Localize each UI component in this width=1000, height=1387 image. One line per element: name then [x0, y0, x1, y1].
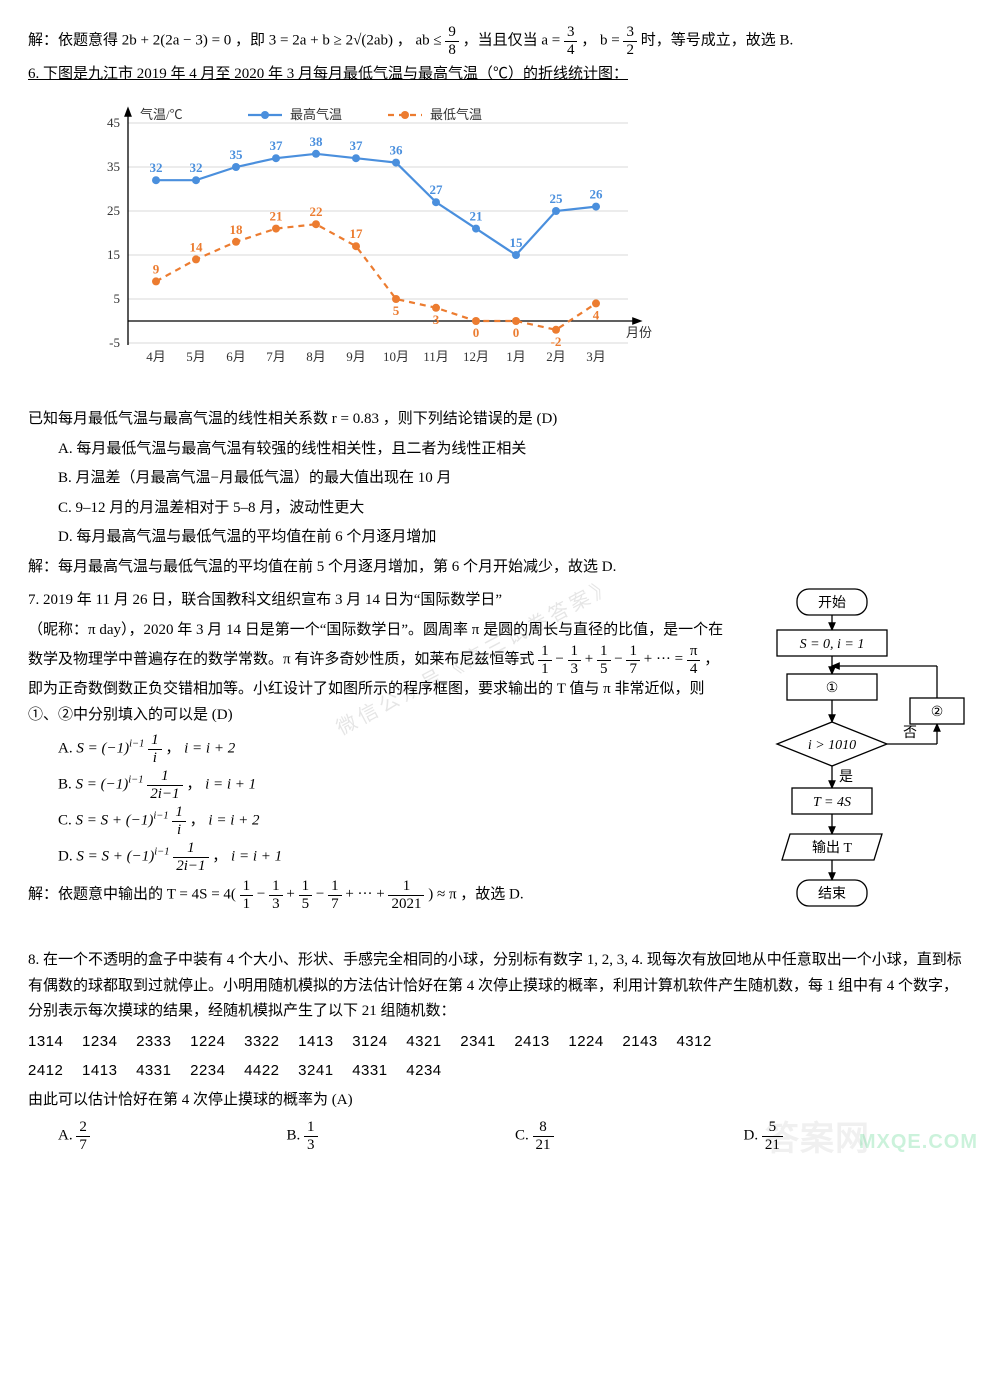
- q7-optB: B. S = (−1)i−1 12i−1 ， i = i + 1: [58, 768, 734, 802]
- svg-text:25: 25: [550, 191, 564, 206]
- q7-optC: C. S = S + (−1)i−1 1i ， i = i + 2: [58, 804, 734, 838]
- flow-comp: T = 4S: [813, 795, 851, 810]
- q6-optA: A. 每月最低气温与最高气温有较强的线性相关性，且二者为线性正相关: [28, 437, 972, 463]
- flow-box1: ①: [826, 681, 839, 696]
- q6-stem: 6. 下图是九江市 2019 年 4 月至 2020 年 3 月每月最低气温与最…: [28, 62, 972, 88]
- svg-text:21: 21: [270, 208, 283, 223]
- svg-text:-2: -2: [551, 333, 562, 348]
- q6-optB: B. 月温差（月最高气温−月最低气温）的最大值出现在 10 月: [28, 466, 972, 492]
- svg-text:32: 32: [150, 160, 163, 175]
- svg-text:17: 17: [350, 226, 364, 241]
- frac-3-2: 32: [623, 24, 637, 58]
- flow-no: 否: [903, 726, 917, 741]
- svg-text:18: 18: [230, 221, 244, 236]
- svg-text:最高气温: 最高气温: [290, 107, 342, 122]
- svg-text:-5: -5: [109, 335, 120, 350]
- q8-ask: 由此可以估计恰好在第 4 次停止摸球的概率为 (A): [28, 1088, 972, 1114]
- svg-text:0: 0: [513, 325, 520, 340]
- flow-cond: i > 1010: [808, 738, 856, 753]
- chart-svg: -5515253545气温/℃月份最高气温最低气温4月5月6月7月8月9月10月…: [68, 98, 668, 388]
- q8-optB: B. 13: [287, 1119, 516, 1153]
- q6-optC: C. 9–12 月的月温差相对于 5–8 月，波动性更大: [28, 496, 972, 522]
- q8-optA: A. 27: [58, 1119, 287, 1153]
- svg-text:0: 0: [473, 325, 480, 340]
- flow-end: 结束: [818, 886, 846, 902]
- q7-line1: 7. 2019 年 11 月 26 日，联合国教科文组织宣布 3 月 14 日为…: [28, 588, 734, 614]
- flow-out: 输出 T: [812, 840, 852, 856]
- svg-text:15: 15: [107, 247, 120, 262]
- flow-box2: ②: [931, 705, 944, 720]
- svg-text:6月: 6月: [226, 349, 246, 364]
- svg-text:9: 9: [153, 261, 160, 276]
- svg-text:8月: 8月: [306, 349, 326, 364]
- svg-text:1月: 1月: [506, 349, 526, 364]
- q8-row1: 1314 1234 2333 1224 3322 1413 3124 4321 …: [28, 1029, 972, 1055]
- frac-9-8: 98: [445, 24, 459, 58]
- svg-text:35: 35: [107, 159, 120, 174]
- svg-text:25: 25: [107, 203, 120, 218]
- q5-pre: 解：依题意得 2b + 2(2a − 3) = 0 ，即 3 = 2a + b …: [28, 32, 445, 48]
- frac-3-4: 34: [564, 24, 578, 58]
- svg-text:37: 37: [350, 138, 364, 153]
- svg-text:45: 45: [107, 115, 120, 130]
- q7-solution: 解：依题意中输出的 T = 4S = 4( 11 − 13 + 15 − 17 …: [28, 878, 734, 912]
- watermark-bottom1: 答案网: [765, 1111, 870, 1169]
- q6-solution: 解：每月最高气温与最低气温的平均值在前 5 个月逐月增加，第 6 个月开始减少，…: [28, 555, 972, 581]
- svg-text:5月: 5月: [186, 349, 206, 364]
- flowchart: 开始 S = 0, i = 1 ① i > 1010 否 ② 是 T = 4S …: [742, 584, 972, 944]
- svg-text:5: 5: [114, 291, 121, 306]
- temperature-chart: -5515253545气温/℃月份最高气温最低气温4月5月6月7月8月9月10月…: [68, 98, 972, 398]
- q8-stem: 8. 在一个不透明的盒子中装有 4 个大小、形状、手感完全相同的小球，分别标有数…: [28, 948, 972, 1025]
- flow-yes: 是: [839, 770, 853, 785]
- q6-after: 已知每月最低气温与最高气温的线性相关系数 r = 0.83 ，则下列结论错误的是…: [28, 407, 972, 433]
- q6-optD: D. 每月最高气温与最低气温的平均值在前 6 个月逐月增加: [28, 525, 972, 551]
- svg-text:5: 5: [393, 303, 400, 318]
- flow-start: 开始: [818, 595, 846, 611]
- svg-text:32: 32: [190, 160, 203, 175]
- q7-optD: D. S = S + (−1)i−1 12i−1 ， i = i + 1: [58, 840, 734, 874]
- svg-text:7月: 7月: [266, 349, 286, 364]
- q8-optC: C. 821: [515, 1119, 744, 1153]
- svg-text:14: 14: [190, 239, 204, 254]
- svg-text:27: 27: [430, 182, 444, 197]
- svg-text:22: 22: [310, 204, 323, 219]
- watermark-bottom2: MXQE.COM: [859, 1125, 978, 1159]
- svg-text:3: 3: [433, 311, 440, 326]
- svg-text:3月: 3月: [586, 349, 606, 364]
- svg-text:36: 36: [390, 142, 404, 157]
- svg-text:10月: 10月: [383, 349, 409, 364]
- svg-text:37: 37: [270, 138, 284, 153]
- svg-text:35: 35: [230, 147, 244, 162]
- svg-text:气温/℃: 气温/℃: [140, 107, 183, 122]
- svg-text:12月: 12月: [463, 349, 489, 364]
- svg-text:21: 21: [470, 208, 483, 223]
- svg-text:最低气温: 最低气温: [430, 107, 482, 122]
- q5-solution: 解：依题意得 2b + 2(2a − 3) = 0 ，即 3 = 2a + b …: [28, 24, 972, 58]
- svg-text:月份: 月份: [626, 325, 652, 340]
- q7-optA: A. S = (−1)i−1 1i ， i = i + 2: [58, 732, 734, 766]
- q8-row2: 2412 1413 4331 2234 4422 3241 4331 4234: [28, 1058, 972, 1084]
- svg-text:11月: 11月: [423, 349, 449, 364]
- svg-text:38: 38: [310, 133, 324, 148]
- svg-text:4: 4: [593, 307, 600, 322]
- flow-init: S = 0, i = 1: [800, 637, 865, 652]
- svg-text:15: 15: [510, 235, 524, 250]
- svg-text:2月: 2月: [546, 349, 566, 364]
- svg-text:4月: 4月: [146, 349, 166, 364]
- svg-text:9月: 9月: [346, 349, 366, 364]
- svg-text:26: 26: [590, 186, 604, 201]
